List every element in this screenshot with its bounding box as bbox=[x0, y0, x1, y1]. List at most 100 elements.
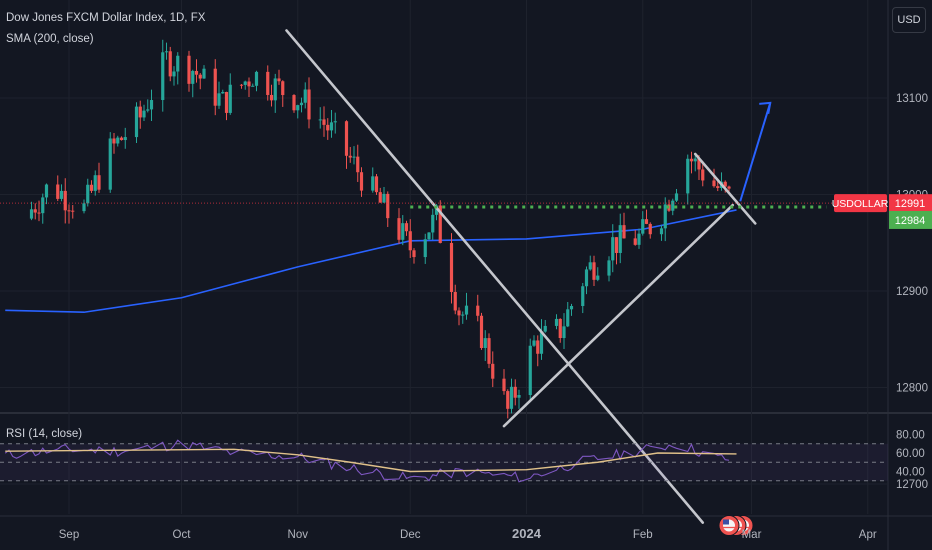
candle-body bbox=[727, 186, 731, 189]
candle bbox=[194, 59, 199, 83]
candles bbox=[29, 39, 731, 419]
candle bbox=[427, 232, 431, 241]
candle bbox=[281, 80, 285, 107]
us-event-icon[interactable] bbox=[718, 514, 740, 536]
candle-body bbox=[172, 71, 176, 77]
candle-body bbox=[449, 242, 454, 292]
candle bbox=[686, 154, 690, 205]
candle bbox=[348, 146, 352, 163]
uptrend-line[interactable] bbox=[502, 203, 735, 428]
candle-body bbox=[269, 94, 274, 101]
candle bbox=[513, 379, 517, 406]
candle-body bbox=[352, 156, 356, 158]
candle-body bbox=[119, 137, 124, 141]
candle bbox=[168, 46, 172, 82]
candle bbox=[37, 200, 41, 222]
sma-legend: SMA (200, close) bbox=[6, 33, 94, 45]
candle bbox=[431, 208, 435, 240]
candle bbox=[352, 146, 356, 165]
rsi-line bbox=[4, 439, 730, 483]
candle bbox=[228, 73, 232, 115]
projection-arrow[interactable] bbox=[739, 102, 772, 202]
symbol-price-label: USDOLLAR bbox=[832, 194, 889, 213]
rsi-ma-line bbox=[5, 448, 737, 473]
candle-body bbox=[686, 158, 690, 194]
candle bbox=[108, 132, 112, 193]
y-tick-label: 13100 bbox=[896, 93, 928, 105]
candle-body bbox=[404, 223, 409, 232]
candle-body bbox=[663, 204, 667, 229]
candle bbox=[374, 174, 379, 195]
candle bbox=[423, 233, 427, 264]
candle-body bbox=[506, 391, 510, 409]
candle-body bbox=[112, 138, 116, 144]
candle-body bbox=[59, 190, 64, 199]
currency-button[interactable]: USD bbox=[892, 7, 926, 33]
candle-body bbox=[164, 51, 169, 53]
candle bbox=[97, 162, 101, 193]
candle bbox=[528, 338, 532, 403]
label-bg bbox=[889, 210, 932, 229]
candle bbox=[569, 303, 574, 316]
candle bbox=[464, 292, 469, 320]
price-labels: USDOLLAR 12991 12984 bbox=[832, 194, 932, 229]
candle-body bbox=[438, 205, 442, 243]
candle-body bbox=[382, 193, 386, 203]
x-tick-label: Oct bbox=[173, 529, 192, 541]
candle-body bbox=[464, 305, 469, 315]
candle-body bbox=[423, 239, 427, 258]
candle bbox=[648, 222, 652, 239]
candle bbox=[453, 284, 457, 315]
candle-body bbox=[67, 210, 71, 212]
candle-body bbox=[243, 81, 247, 85]
candle bbox=[221, 89, 225, 94]
candle bbox=[517, 389, 521, 409]
candle-body bbox=[307, 89, 311, 120]
candle bbox=[371, 167, 375, 193]
candle-body bbox=[108, 138, 112, 190]
candle-body bbox=[517, 395, 521, 398]
candle-body bbox=[44, 184, 49, 198]
candle bbox=[164, 42, 169, 60]
candle bbox=[716, 180, 720, 192]
candle-body bbox=[303, 89, 307, 103]
candle-body bbox=[221, 91, 225, 94]
candle bbox=[592, 255, 596, 287]
candle bbox=[491, 351, 495, 388]
rsi-legend: RSI (14, close) bbox=[6, 428, 83, 440]
candle bbox=[584, 266, 589, 295]
candle bbox=[487, 333, 491, 369]
candle bbox=[71, 205, 75, 219]
candle bbox=[161, 39, 165, 112]
candle-body bbox=[142, 110, 146, 118]
candle bbox=[41, 193, 45, 224]
candle-body bbox=[333, 121, 337, 123]
drawings[interactable] bbox=[0, 29, 888, 536]
flag-upper-line[interactable] bbox=[693, 152, 757, 225]
x-tick-label: Feb bbox=[633, 529, 653, 541]
candle bbox=[296, 104, 300, 119]
candle-body bbox=[386, 193, 390, 219]
arrow-head bbox=[759, 101, 772, 115]
candle bbox=[614, 237, 619, 265]
downtrend-line[interactable] bbox=[285, 29, 705, 524]
candle bbox=[359, 167, 364, 197]
candle-body bbox=[648, 223, 652, 235]
x-tick-label: 2024 bbox=[512, 526, 542, 541]
x-tick-label: Mar bbox=[742, 529, 762, 541]
candle-body bbox=[431, 214, 435, 233]
candle-body bbox=[191, 70, 195, 84]
candle bbox=[67, 204, 71, 224]
candle bbox=[607, 256, 611, 282]
candle bbox=[198, 73, 202, 90]
candle bbox=[299, 97, 304, 113]
candle-body bbox=[116, 137, 120, 144]
candle bbox=[412, 248, 416, 264]
candle-body bbox=[434, 205, 439, 215]
candle bbox=[149, 89, 154, 121]
candle bbox=[213, 59, 217, 116]
candle-body bbox=[397, 218, 401, 240]
candle-body bbox=[412, 250, 416, 258]
candle-body bbox=[277, 78, 281, 82]
